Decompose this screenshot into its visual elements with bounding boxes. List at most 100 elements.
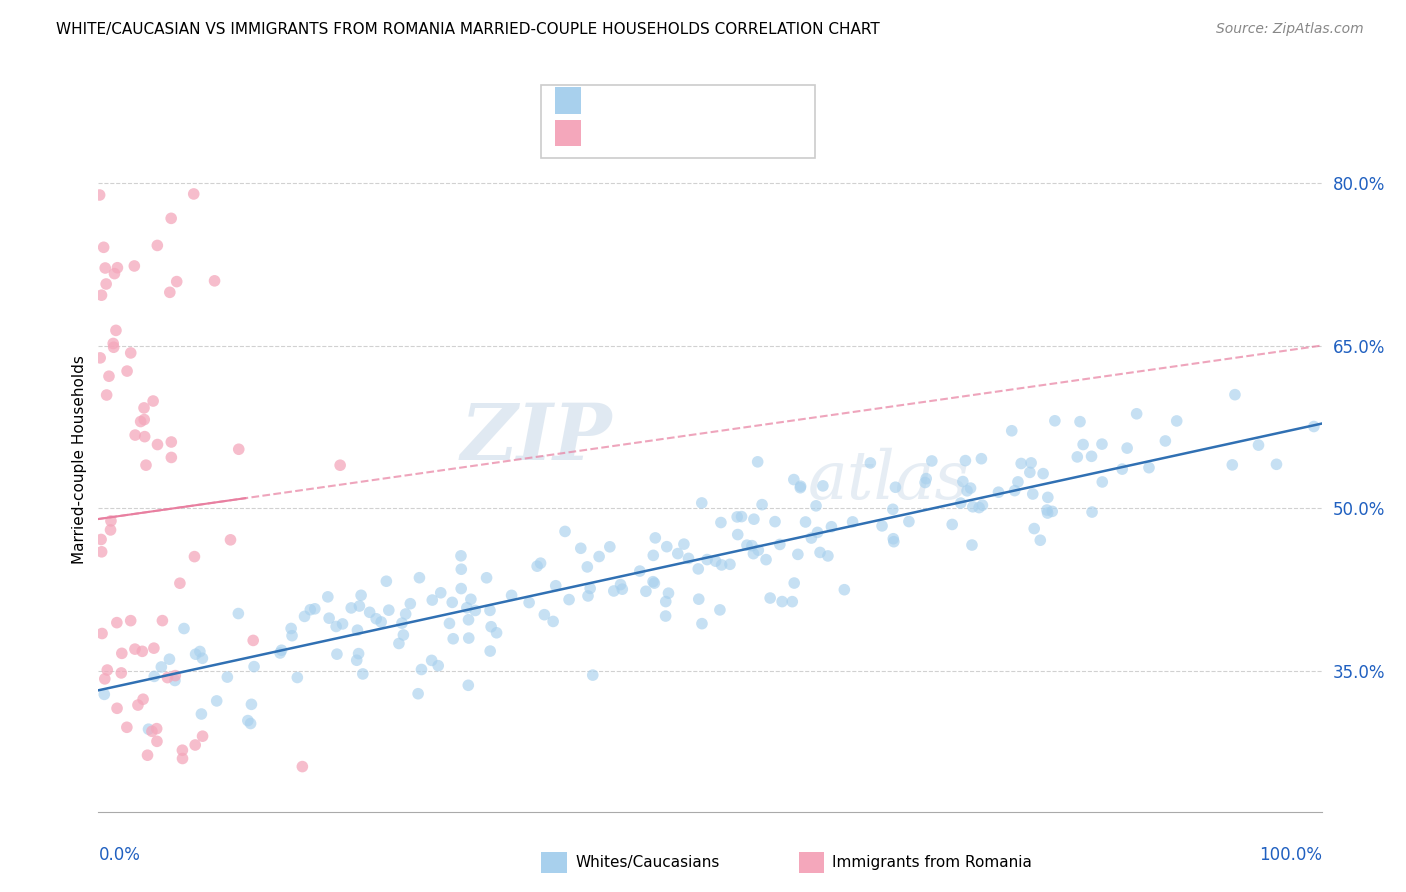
Point bbox=[111, 646, 134, 660]
Point bbox=[882, 532, 904, 546]
Point bbox=[558, 592, 581, 607]
Point bbox=[332, 616, 354, 631]
Point bbox=[747, 455, 769, 469]
Point bbox=[882, 502, 904, 516]
Point bbox=[352, 667, 374, 681]
Point bbox=[755, 552, 778, 566]
Point bbox=[156, 671, 179, 685]
Point bbox=[100, 523, 122, 537]
Point bbox=[450, 582, 472, 596]
Point bbox=[346, 653, 368, 667]
Text: Immigrants from Romania: Immigrants from Romania bbox=[832, 855, 1032, 870]
Point bbox=[949, 496, 972, 510]
Point bbox=[173, 622, 195, 636]
Point bbox=[406, 687, 429, 701]
Point bbox=[391, 616, 413, 631]
Point bbox=[808, 545, 831, 559]
Point bbox=[304, 602, 326, 616]
Point bbox=[294, 609, 316, 624]
Point bbox=[160, 435, 183, 450]
Point bbox=[783, 473, 806, 487]
Text: atlas: atlas bbox=[808, 448, 970, 513]
Point bbox=[172, 751, 194, 765]
Point bbox=[150, 660, 173, 674]
Point bbox=[280, 622, 302, 636]
Point bbox=[270, 643, 292, 657]
Point bbox=[399, 597, 422, 611]
Point bbox=[127, 698, 149, 712]
Point bbox=[780, 594, 803, 608]
Point bbox=[730, 509, 752, 524]
Point bbox=[411, 663, 433, 677]
Point bbox=[105, 701, 128, 715]
Point bbox=[678, 551, 700, 566]
Point bbox=[959, 481, 981, 495]
Point bbox=[643, 576, 665, 591]
Point bbox=[145, 722, 167, 736]
Point bbox=[897, 515, 920, 529]
Point bbox=[340, 601, 363, 615]
Point bbox=[1022, 487, 1045, 501]
Point bbox=[359, 605, 381, 619]
Point bbox=[94, 260, 117, 275]
Point bbox=[457, 613, 479, 627]
Point bbox=[582, 668, 605, 682]
Point bbox=[96, 388, 118, 402]
Point bbox=[103, 336, 125, 351]
Point bbox=[526, 559, 548, 574]
Point bbox=[456, 600, 478, 615]
Point bbox=[450, 562, 472, 576]
Point bbox=[1001, 424, 1024, 438]
Point bbox=[160, 211, 183, 226]
Point bbox=[378, 603, 401, 617]
Point bbox=[704, 554, 727, 568]
Point bbox=[326, 647, 349, 661]
Point bbox=[143, 669, 166, 683]
Point bbox=[93, 240, 115, 254]
Point bbox=[204, 274, 226, 288]
Point bbox=[366, 612, 388, 626]
Point bbox=[479, 644, 502, 658]
Point bbox=[834, 582, 856, 597]
Point bbox=[103, 267, 125, 281]
Point bbox=[769, 537, 792, 551]
Point bbox=[952, 475, 974, 489]
Point bbox=[457, 678, 479, 692]
Point bbox=[1004, 483, 1026, 498]
Point bbox=[184, 738, 207, 752]
Text: WHITE/CAUCASIAN VS IMMIGRANTS FROM ROMANIA MARRIED-COUPLE HOUSEHOLDS CORRELATION: WHITE/CAUCASIAN VS IMMIGRANTS FROM ROMAN… bbox=[56, 22, 880, 37]
Point bbox=[1007, 475, 1029, 489]
Point bbox=[742, 512, 765, 526]
Point bbox=[915, 472, 938, 486]
Point bbox=[1223, 387, 1246, 401]
Point bbox=[217, 670, 239, 684]
Point bbox=[291, 759, 314, 773]
Point bbox=[579, 582, 602, 596]
Point bbox=[609, 577, 631, 591]
Point bbox=[1166, 414, 1188, 428]
Point bbox=[603, 584, 626, 599]
Point bbox=[124, 428, 146, 442]
Point bbox=[763, 515, 786, 529]
Point bbox=[655, 540, 678, 554]
Point bbox=[1018, 466, 1040, 480]
Point bbox=[956, 483, 979, 498]
Point bbox=[163, 673, 186, 688]
Point bbox=[124, 259, 146, 273]
Point bbox=[972, 498, 994, 512]
Point bbox=[325, 619, 347, 633]
Point bbox=[501, 588, 523, 602]
Point bbox=[735, 538, 758, 552]
Point bbox=[742, 547, 765, 561]
Point bbox=[350, 588, 373, 602]
Point bbox=[1137, 460, 1160, 475]
Point bbox=[395, 607, 418, 621]
Point bbox=[1081, 505, 1104, 519]
Point bbox=[1220, 458, 1243, 472]
Point bbox=[1024, 522, 1046, 536]
Point bbox=[184, 647, 207, 661]
Point bbox=[654, 609, 676, 624]
Point bbox=[1019, 456, 1042, 470]
Point bbox=[710, 558, 733, 572]
Point bbox=[1036, 491, 1059, 505]
